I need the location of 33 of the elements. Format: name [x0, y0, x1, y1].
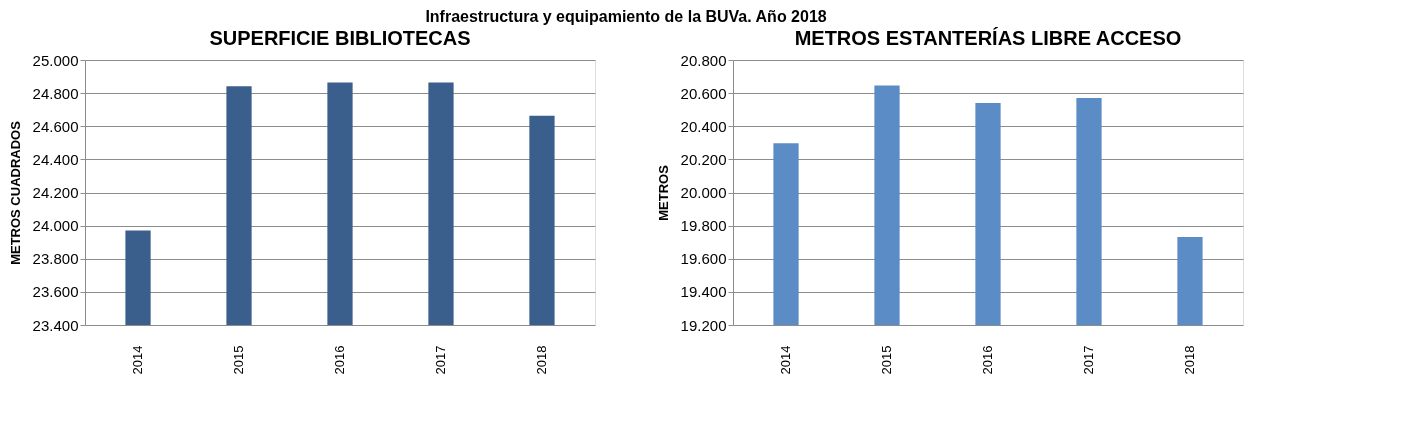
chart-title: METROS ESTANTERÍAS LIBRE ACCESO: [794, 27, 1182, 49]
chart-title: SUPERFICIE BIBLIOTECAS: [209, 27, 471, 49]
y-tick-label: 19.800: [680, 217, 727, 235]
x-tick-label: 2016: [332, 345, 347, 375]
y-tick-label: 25.000: [32, 51, 79, 69]
y-tick-label: 24.400: [32, 150, 79, 168]
y-tick-label: 24.600: [32, 117, 79, 135]
y-tick-label: 20.600: [680, 84, 727, 102]
y-tick-label: 24.800: [32, 84, 79, 102]
x-tick-label: 2018: [1181, 345, 1197, 375]
x-tick-label: 2016: [980, 345, 995, 375]
y-tick-label: 24.200: [32, 184, 79, 201]
x-tick-label: 2015: [231, 345, 247, 375]
y-tick-label: 20.400: [680, 117, 727, 135]
x-tick-label: 2015: [879, 345, 895, 375]
y-tick-label: 19.200: [680, 316, 727, 334]
y-axis-title: METROS CUADRADOS: [7, 120, 23, 265]
x-tick-label: 2014: [130, 345, 146, 375]
text: Infraestructura y equipamiento de la BUVa. Año 2018: [425, 7, 827, 25]
y-tick-label: 19.400: [680, 283, 727, 301]
x-tick-label: 2017: [1080, 345, 1096, 375]
y-tick-label: 23.400: [32, 316, 79, 334]
y-tick-label: 24.000: [32, 217, 79, 235]
y-tick-label: 19.600: [680, 250, 727, 268]
x-tick-label: 2017: [432, 345, 448, 375]
x-tick-label: 2014: [778, 345, 794, 375]
x-tick-label: 2018: [533, 345, 549, 375]
y-tick-label: 20.000: [680, 184, 727, 201]
y-tick-label: 20.200: [680, 150, 727, 168]
y-axis-title: METROS: [655, 164, 671, 221]
y-tick-label: 23.800: [32, 250, 79, 268]
y-tick-label: 23.600: [32, 283, 79, 301]
y-tick-label: 20.800: [680, 51, 727, 69]
